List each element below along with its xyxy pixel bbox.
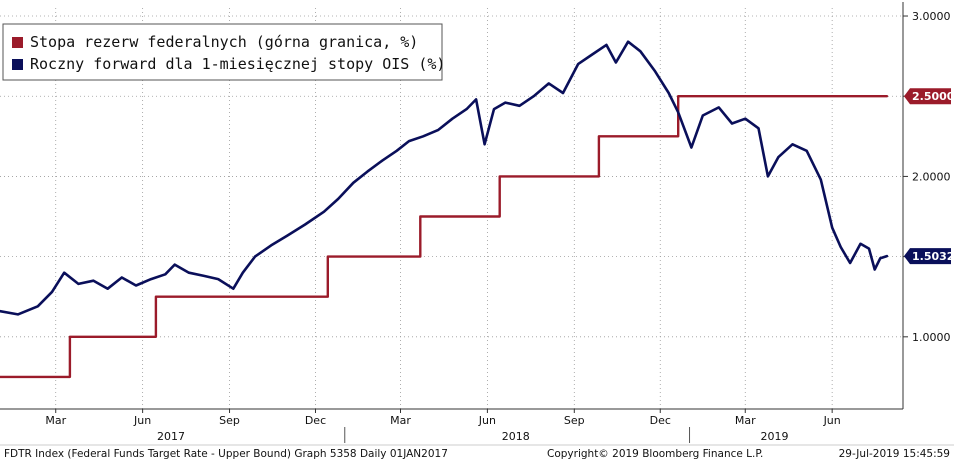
legend-label-fed-rate: Stopa rezerw federalnych (górna granica,… bbox=[30, 33, 418, 51]
legend-label-ois-forward: Roczny forward dla 1-miesięcznej stopy O… bbox=[30, 55, 445, 73]
x-year-label: 2019 bbox=[761, 430, 789, 443]
x-tick-label: Jun bbox=[133, 414, 151, 427]
legend-swatch-fed-rate bbox=[12, 37, 23, 48]
footer: FDTR Index (Federal Funds Target Rate - … bbox=[0, 444, 954, 460]
last-value-badges: 2.5000 1.5032 bbox=[904, 88, 954, 265]
y-tick-label: 1.0000 bbox=[912, 331, 951, 344]
x-tick-label: Jun bbox=[823, 414, 841, 427]
x-tick-label: Sep bbox=[219, 414, 240, 427]
legend: Stopa rezerw federalnych (górna granica,… bbox=[2, 23, 445, 81]
x-tick-label: Dec bbox=[305, 414, 326, 427]
x-year-label: 2017 bbox=[157, 430, 185, 443]
x-tick-label: Mar bbox=[45, 414, 66, 427]
series-line-fed-rate bbox=[0, 95, 889, 379]
series-line-ois-forward bbox=[0, 40, 889, 316]
x-tick-label: Dec bbox=[650, 414, 671, 427]
footer-source: FDTR Index (Federal Funds Target Rate - … bbox=[4, 448, 448, 460]
x-tick-label: Mar bbox=[390, 414, 411, 427]
y-tick-label: 3.0000 bbox=[912, 10, 951, 23]
x-tick-label: Mar bbox=[735, 414, 756, 427]
last-value-badge-fed-rate bbox=[904, 88, 951, 105]
x-year-label: 2018 bbox=[502, 430, 530, 443]
y-tick-label: 2.0000 bbox=[912, 170, 951, 183]
footer-timestamp: 29-Jul-2019 15:45:59 bbox=[839, 448, 950, 460]
last-value-label: 2.5000 bbox=[912, 90, 954, 103]
x-tick-label: Jun bbox=[478, 414, 496, 427]
legend-box bbox=[2, 23, 443, 81]
x-axis: Mar Jun Sep Dec Mar Jun Sep Dec Mar Jun 2017 2018 20… bbox=[0, 408, 903, 443]
x-tick-label: Sep bbox=[564, 414, 585, 427]
last-value-badge-ois-forward bbox=[904, 248, 951, 265]
series-layer bbox=[0, 40, 889, 379]
legend-swatch-ois-forward bbox=[12, 59, 23, 70]
footer-copyright: Copyright© 2019 Bloomberg Finance L.P. bbox=[547, 448, 763, 460]
last-value-label: 1.5032 bbox=[912, 250, 954, 263]
